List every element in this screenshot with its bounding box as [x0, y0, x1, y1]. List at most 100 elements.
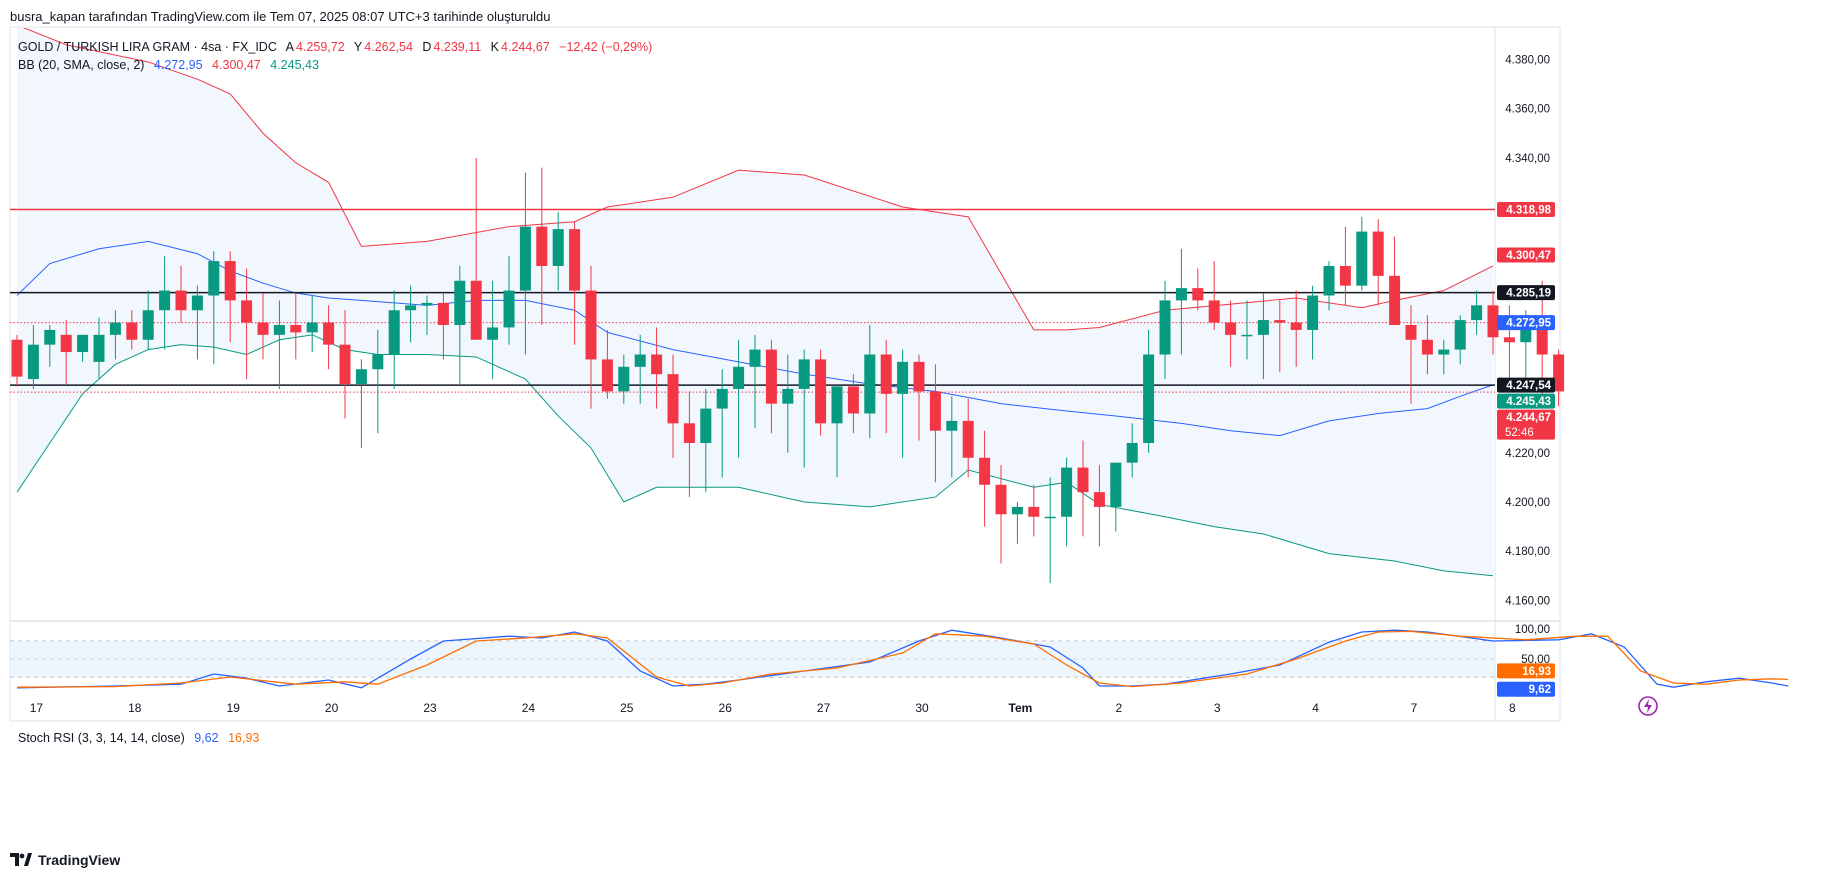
- candle-body: [1471, 305, 1483, 321]
- candle-body: [1143, 354, 1155, 443]
- rsi-line-d: [16, 630, 1789, 688]
- close-value: 4.244,67: [501, 40, 550, 54]
- price-tag-bg: [1497, 315, 1555, 331]
- price-tag-text: 16,93: [1522, 666, 1551, 678]
- candle-body: [700, 408, 712, 443]
- candle-body: [11, 339, 23, 377]
- time-tick-label: 30: [915, 701, 929, 715]
- price-tag-text: 9,62: [1529, 684, 1551, 696]
- tradingview-footer: TradingView: [10, 852, 120, 868]
- candle-body: [241, 300, 253, 323]
- time-tick-label: 20: [325, 701, 339, 715]
- bb-upper-line: [22, 28, 1493, 331]
- candle-body: [1274, 320, 1286, 323]
- candle-body: [60, 334, 72, 353]
- price-tag-text: 4.272,95: [1506, 318, 1551, 330]
- candle-body: [634, 354, 646, 367]
- price-tick-label: 4.360,00: [1505, 104, 1550, 116]
- time-tick-label: 2: [1115, 701, 1122, 715]
- candle-body: [864, 354, 876, 414]
- rsi-tick-label: 100,00: [1515, 624, 1550, 636]
- candle-body: [995, 484, 1007, 515]
- stoch-d-value: 16,93: [228, 731, 260, 745]
- candle-body: [929, 391, 941, 431]
- candle-body: [175, 290, 187, 311]
- candle-body: [224, 261, 236, 301]
- time-tick-label: 7: [1411, 701, 1418, 715]
- candle-body: [683, 423, 695, 443]
- candle-body: [372, 354, 384, 370]
- time-tick-label: 8: [1509, 701, 1516, 715]
- lightning-icon[interactable]: [1637, 695, 1659, 717]
- price-tag-text: 4.318,98: [1506, 205, 1551, 217]
- candle-body: [749, 349, 761, 367]
- time-tick-label: 27: [817, 701, 831, 715]
- time-tick-label: 18: [128, 701, 142, 715]
- candle-body: [1290, 322, 1302, 330]
- open-value: 4.259,72: [296, 40, 345, 54]
- price-tick-label: 4.180,00: [1505, 546, 1550, 558]
- bb-name: BB (20, SMA, close, 2): [18, 58, 145, 72]
- candle-body: [323, 322, 335, 345]
- price-tag-bg: [1497, 285, 1555, 301]
- candle-body: [1159, 300, 1171, 355]
- bb-row: BB (20, SMA, close, 2) 4.272,95 4.300,47…: [18, 56, 658, 74]
- candle-body: [585, 290, 597, 360]
- candle-body: [651, 354, 663, 375]
- time-tick-label: 25: [620, 701, 634, 715]
- price-tag-text: 4.244,67: [1506, 412, 1551, 424]
- price-tick-label: 4.220,00: [1505, 448, 1550, 460]
- candle-body: [601, 359, 613, 392]
- time-tick-label: 17: [30, 701, 44, 715]
- chart-background: [9, 26, 1561, 722]
- candle-body: [44, 329, 56, 345]
- bb-lower-value: 4.245,43: [270, 58, 319, 72]
- low-label: D: [422, 40, 432, 54]
- stoch-rsi-name: Stoch RSI (3, 3, 14, 14, close): [18, 731, 185, 745]
- candle-body: [1487, 305, 1499, 338]
- horizontal-levels: [10, 208, 1495, 393]
- candle-body: [1553, 354, 1565, 392]
- candle-body: [815, 359, 827, 424]
- candle-body: [1175, 288, 1187, 301]
- candle-body: [1339, 266, 1351, 286]
- price-tag-bg: [1497, 247, 1555, 263]
- candle-body: [159, 290, 171, 311]
- time-tick-label: 24: [522, 701, 536, 715]
- price-tick-label: 4.340,00: [1505, 153, 1550, 165]
- candle-body: [487, 327, 499, 340]
- candle-body: [1126, 443, 1138, 463]
- candle-body: [1536, 329, 1548, 355]
- countdown-text: 52:46: [1505, 427, 1534, 439]
- price-tag-bg: [1497, 202, 1555, 218]
- candle-body: [897, 361, 909, 394]
- candle-body: [1011, 506, 1023, 515]
- stoch-k-value: 9,62: [194, 731, 219, 745]
- candle-body: [1389, 275, 1401, 325]
- candle-body: [979, 457, 991, 485]
- candle-body: [388, 310, 400, 355]
- candle-body: [437, 302, 449, 325]
- high-label: Y: [353, 40, 363, 54]
- candle-body: [798, 359, 810, 389]
- price-tag-bg: [1497, 377, 1555, 393]
- candle-body: [1520, 329, 1532, 343]
- candle-body: [1257, 320, 1269, 335]
- candle-body: [536, 226, 548, 266]
- candle-body: [191, 295, 203, 311]
- main-legend: GOLD / TURKISH LIRA GRAM · 4sa · FX_IDC …: [18, 38, 658, 74]
- candle-body: [1241, 334, 1253, 337]
- price-tag-text: 4.285,19: [1506, 288, 1551, 300]
- stoch-rsi-pane: [10, 629, 1789, 689]
- candle-body: [1356, 231, 1368, 286]
- candle-body: [1225, 322, 1237, 335]
- price-tag-bg: [1497, 393, 1555, 409]
- high-value: 4.262,54: [364, 40, 413, 54]
- bb-upper-value: 4.300,47: [212, 58, 261, 72]
- candle-body: [667, 374, 679, 424]
- bb-fill: [17, 28, 1493, 576]
- candle-body: [93, 334, 105, 362]
- symbol-row: GOLD / TURKISH LIRA GRAM · 4sa · FX_IDC …: [18, 38, 658, 56]
- price-tag-bg: [1497, 663, 1555, 679]
